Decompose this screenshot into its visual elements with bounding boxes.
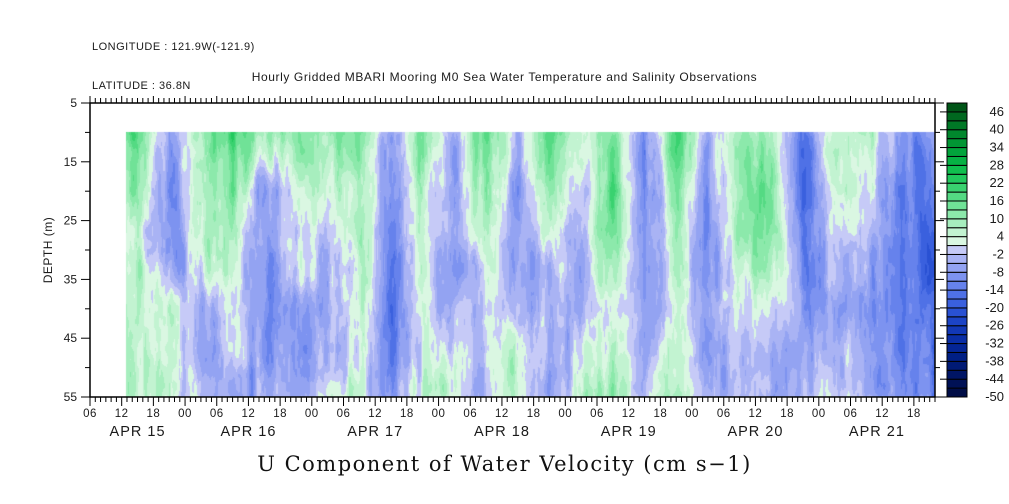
x-hour-label: 06 <box>590 408 604 420</box>
x-hour-label: 12 <box>368 408 382 420</box>
x-date-label: APR 16 <box>220 424 276 440</box>
x-hour-label: 12 <box>622 408 636 420</box>
heatmap-canvas <box>90 103 935 397</box>
colorbar-segment <box>946 378 968 389</box>
x-hour-label: 00 <box>812 408 826 420</box>
colorbar-segment <box>946 280 968 291</box>
colorbar-segment <box>946 102 968 113</box>
chart-caption: U Component of Water Velocity (cm s−1) <box>257 452 752 476</box>
figure-title: Hourly Gridded MBARI Mooring M0 Sea Wate… <box>251 70 758 84</box>
x-hour-label: 00 <box>178 408 192 420</box>
x-hour-label: 18 <box>653 408 667 420</box>
colorbar-tick-label: 40 <box>990 122 1004 137</box>
colorbar-segment <box>946 262 968 273</box>
latitude-label: LATITUDE : 36.8N <box>92 80 191 92</box>
colorbar-tick-label: 22 <box>990 175 1004 190</box>
x-date-label: APR 20 <box>727 424 783 440</box>
colorbar-tick-label: 10 <box>990 211 1004 226</box>
colorbar-segment <box>946 173 968 184</box>
x-date-label: APR 17 <box>347 424 403 440</box>
y-tick-label: 5 <box>70 96 77 110</box>
y-axis-title: DEPTH (m) <box>41 216 55 284</box>
x-hour-label: 18 <box>273 408 287 420</box>
x-hour-label: 00 <box>432 408 446 420</box>
colorbar-segment <box>946 307 968 318</box>
x-date-label: APR 19 <box>601 424 657 440</box>
x-hour-label: 12 <box>749 408 763 420</box>
colorbar-segment <box>946 209 968 220</box>
colorbar-tick-label: 34 <box>990 140 1004 155</box>
colorbar-segment <box>946 360 968 371</box>
x-hour-label: 06 <box>210 408 224 420</box>
colorbar-segment <box>946 245 968 255</box>
colorbar-tick-label: -50 <box>985 389 1004 404</box>
x-hour-label: 06 <box>83 408 97 420</box>
colorbar-segment <box>946 351 968 362</box>
colorbar-tick-label: -32 <box>985 336 1004 351</box>
x-hour-label: 18 <box>907 408 921 420</box>
colorbar-segment <box>946 316 968 327</box>
x-hour-label: 18 <box>400 408 414 420</box>
colorbar-segment <box>946 227 968 238</box>
colorbar-segment <box>946 111 968 122</box>
colorbar-segment <box>946 334 968 345</box>
colorbar-segment <box>946 155 968 166</box>
colorbar-segment <box>946 147 968 157</box>
x-hour-label: 06 <box>717 408 731 420</box>
colorbar-segment <box>946 369 968 380</box>
colorbar-segment <box>946 182 968 193</box>
colorbar-tick-label: -26 <box>985 318 1004 333</box>
colorbar-segment <box>946 129 968 140</box>
colorbar-segment <box>946 271 968 282</box>
colorbar-segment <box>946 387 968 398</box>
colorbar-segment <box>946 343 968 353</box>
colorbar-segment <box>946 289 968 300</box>
colorbar-segment <box>946 120 968 131</box>
colorbar-tick-label: 28 <box>990 157 1004 172</box>
colorbar-tick-label: 16 <box>990 193 1004 208</box>
colorbar-tick-label: -44 <box>985 371 1004 386</box>
x-hour-label: 00 <box>305 408 319 420</box>
colorbar-tick-label: -2 <box>992 246 1004 261</box>
x-hour-label: 00 <box>685 408 699 420</box>
colorbar-tick-label: 46 <box>990 104 1004 119</box>
y-tick-label: 45 <box>64 331 78 345</box>
colorbar-segment <box>946 191 968 202</box>
x-hour-label: 12 <box>495 408 509 420</box>
colorbar-segment <box>946 218 968 229</box>
x-hour-label: 12 <box>115 408 129 420</box>
y-tick-label: 15 <box>64 155 78 169</box>
colorbar-tick-label: -20 <box>985 300 1004 315</box>
colorbar-segment <box>946 138 968 149</box>
x-hour-label: 18 <box>527 408 541 420</box>
colorbar-tick-label: 4 <box>997 229 1004 244</box>
colorbar-tick-label: -8 <box>992 264 1004 279</box>
colorbar-segment <box>946 164 968 175</box>
colorbar-segment <box>946 200 968 211</box>
x-hour-label: 06 <box>463 408 477 420</box>
x-hour-label: 12 <box>242 408 256 420</box>
colorbar-segment <box>946 325 968 336</box>
x-date-label: APR 18 <box>474 424 530 440</box>
x-hour-label: 06 <box>844 408 858 420</box>
colorbar-tick-label: -38 <box>985 353 1004 368</box>
longitude-label: LONGITUDE : 121.9W(-121.9) <box>92 41 255 53</box>
colorbar-segment <box>946 236 968 247</box>
x-hour-label: 18 <box>780 408 794 420</box>
x-date-label: APR 21 <box>849 424 905 440</box>
x-hour-label: 06 <box>337 408 351 420</box>
x-hour-label: 12 <box>875 408 889 420</box>
y-tick-label: 55 <box>64 390 78 404</box>
y-tick-label: 25 <box>64 214 78 228</box>
x-hour-label: 00 <box>558 408 572 420</box>
colorbar-segment <box>946 253 968 264</box>
y-tick-label: 35 <box>64 272 78 286</box>
colorbar-tick-label: -14 <box>985 282 1004 297</box>
colorbar-segment <box>946 298 968 309</box>
x-date-label: APR 15 <box>110 424 166 440</box>
x-hour-label: 18 <box>146 408 160 420</box>
